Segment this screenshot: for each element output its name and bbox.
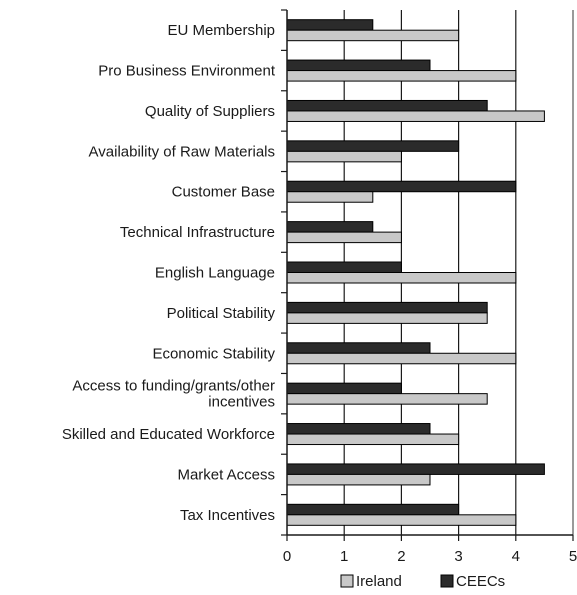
x-tick-label: 0 [283,548,291,565]
bar-ireland [286,191,374,203]
bar-ireland [286,150,402,163]
category-label: Market Access [177,466,275,483]
category-label: Skilled and Educated Workforce [62,426,275,443]
bar-ceecs [286,342,431,354]
bars [286,19,545,526]
category-label: EU Membership [167,22,275,39]
x-tick-label: 2 [397,548,405,565]
bar-ceecs [286,423,431,435]
category-label: Customer Base [172,184,275,201]
category-label: Economic Stability [152,345,275,362]
legend-swatch [340,574,354,588]
category-label: Quality of Suppliers [145,103,275,120]
bar-ceecs [286,463,545,475]
x-tick-labels: 0 1 2 3 4 5 [283,548,577,565]
bar-ireland [286,352,517,365]
bar-ceecs [286,301,488,314]
bar-ireland [286,433,460,446]
category-label: Technical Infrastructure [120,224,275,241]
legend-label: Ireland [356,573,402,590]
bar-ireland [286,312,488,324]
category-label: Political Stability [167,305,276,322]
bar-ireland [286,393,488,405]
bar-ireland [286,29,460,42]
x-tick-label: 4 [512,548,520,565]
bar-ceecs [286,19,374,31]
category-label: Tax Incentives [180,507,275,524]
bar-ceecs [286,99,488,112]
x-tick-label: 1 [340,548,348,565]
category-labels: EU Membership Pro Business Environment Qua… [62,22,276,524]
bar-ceecs [286,503,460,516]
bar-ireland [286,231,402,244]
category-label: English Language [155,265,275,282]
legend-label: CEECs [456,573,505,590]
bar-ceecs [286,221,374,233]
bar-ceecs [286,382,402,395]
legend: Ireland CEECs [340,573,505,590]
bar-ceecs [286,180,517,193]
bar-ceecs [286,261,402,273]
axes [281,9,574,541]
x-tick-label: 3 [454,548,462,565]
bar-ceecs [286,59,431,72]
category-label: Pro Business Environment [98,63,276,80]
category-label: Availability of Raw Materials [89,143,275,160]
bar-ceecs [286,140,460,152]
legend-swatch [440,574,454,588]
bar-ireland [286,70,517,82]
category-label: Access to funding/grants/other incentives [72,378,275,411]
bar-ireland [286,514,517,526]
bar-ireland [286,272,517,284]
bar-ireland [286,110,545,122]
bar-ireland [286,473,431,486]
x-tick-label: 5 [569,548,577,565]
